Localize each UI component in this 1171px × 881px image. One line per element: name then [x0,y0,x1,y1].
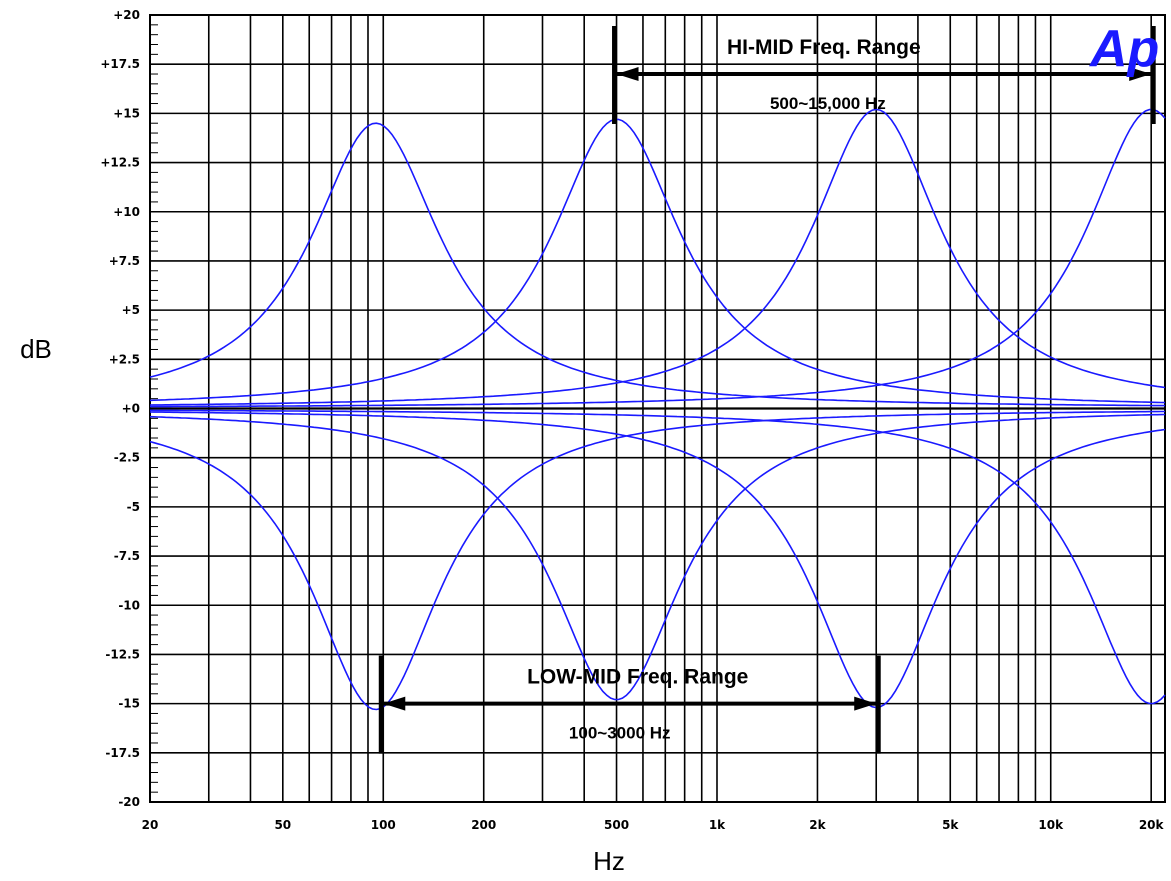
y-tick-label: -12.5 [105,647,140,661]
curves [149,108,1166,711]
x-tick-label: 5k [942,818,959,832]
x-tick-label: 200 [471,818,496,832]
range-text: 500~15,000 Hz [770,94,886,113]
low-mid-range-annotation: LOW-MID Freq. Range 100~3000 Hz [378,655,881,754]
x-tick-label: 20 [142,818,159,832]
ticks: +20 +17.5 +15 +12.5 +10 +7.5 +5 +2.5 +0 -2.5 -5 -7.… [100,8,1164,832]
x-tick-label: 20k [1139,818,1165,832]
y-tick-label: -15 [118,697,140,711]
arrowhead-left [616,67,639,82]
y-tick-label: +2.5 [109,352,140,366]
y-tick-label: +15 [113,106,140,120]
eq-curve [149,413,1166,701]
eq-curve [150,108,1166,408]
y-tick-label: -5 [127,500,140,514]
y-axis-label: dB [20,334,52,364]
x-tick-label: 500 [604,818,629,832]
y-tick-label: +0 [122,402,140,416]
y-tick-label: -2.5 [114,451,140,465]
y-tick-label: +5 [122,303,140,317]
arrowhead-left [383,696,406,711]
eq-curve [149,118,1166,404]
eq-curve [149,108,1166,406]
y-tick-label: -7.5 [114,549,140,563]
y-tick-label: -20 [118,795,140,809]
x-tick-label: 1k [709,818,726,832]
y-tick-label: +20 [113,8,140,22]
x-tick-label: 100 [371,818,396,832]
eq-curve [149,122,1165,407]
range-text: 100~3000 Hz [569,724,671,743]
arrowhead-right [1129,67,1152,82]
hi-mid-range-annotation: HI-MID Freq. Range 500~15,000 Hz [612,26,1156,125]
x-tick-label: 50 [274,818,291,832]
y-tick-label: -17.5 [105,746,140,760]
range-title: HI-MID Freq. Range [727,36,921,59]
x-tick-label: 2k [809,818,826,832]
x-axis-label: Hz [593,846,625,876]
ap-logo: Ap [1088,20,1159,78]
range-title: LOW-MID Freq. Range [527,666,748,689]
y-tick-label: +17.5 [100,57,140,71]
arrowhead-right [854,696,877,711]
y-tick-label: +10 [113,205,140,219]
y-tick-label: -10 [118,598,140,612]
y-tick-label: +12.5 [100,156,140,170]
eq-curve [149,409,1166,705]
annotations: HI-MID Freq. Range 500~15,000 Hz LOW-MID F… [378,26,1156,754]
eq-curve [149,410,1165,711]
eq-curve [149,411,1166,709]
y-tick-label: +7.5 [109,254,140,268]
x-tick-label: 10k [1038,818,1064,832]
